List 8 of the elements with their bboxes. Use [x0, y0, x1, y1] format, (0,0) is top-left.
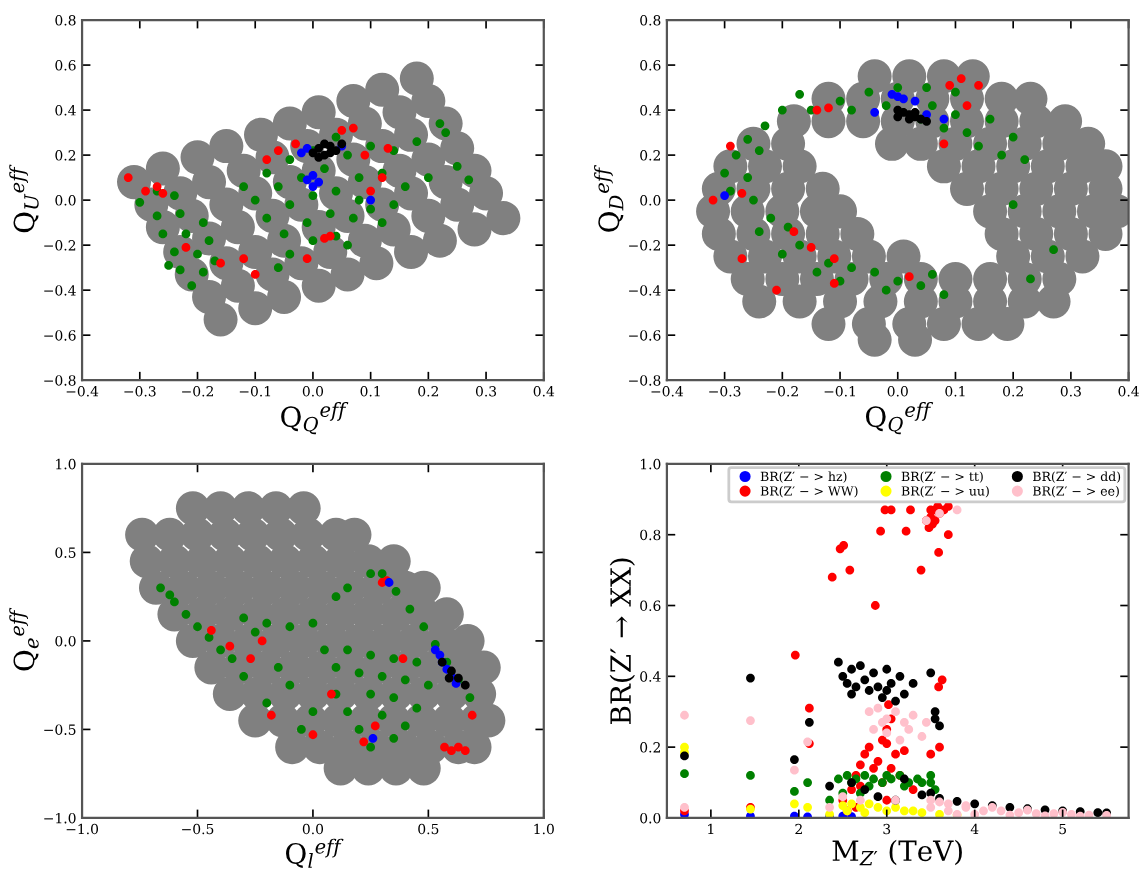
- x-axis-title: Q$_{Q}$$^{eff}$: [281, 401, 349, 435]
- x-axis-title: Q$_{Q}$$^{eff}$: [865, 401, 934, 435]
- x-axis-title: M$_{Z′}$ (TeV): [832, 839, 962, 866]
- y-axis-title: Q$_{U}$$^{eff}$: [9, 164, 39, 233]
- x-axis-title: Q$_{l}$$^{eff}$: [286, 838, 344, 868]
- y-axis-title: Q$_{D}$$^{eff}$: [594, 164, 624, 232]
- y-axis-title: Q$_{e}$$^{eff}$: [9, 607, 39, 671]
- y-axis-title: BR(Z′ → XX): [609, 558, 636, 724]
